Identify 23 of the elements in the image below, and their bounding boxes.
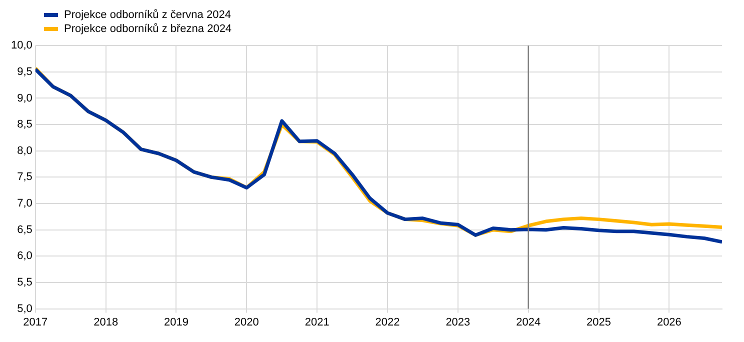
x-tick-label: 2024 (516, 316, 541, 328)
x-tick-label: 2020 (234, 316, 259, 328)
x-tick-label: 2023 (446, 316, 470, 328)
y-tick-label: 7,0 (17, 198, 32, 210)
y-tick-label: 8,0 (17, 144, 32, 157)
y-tick-label: 10,0 (10, 40, 32, 52)
y-tick-label: 5,0 (17, 302, 32, 315)
x-tick-label: 2017 (23, 316, 48, 328)
y-tick-label: 8,5 (17, 118, 32, 131)
x-tick-label: 2025 (586, 316, 612, 328)
legend-label: Projekce odborníků z června 2024 (64, 8, 231, 22)
x-tick-label: 2022 (375, 316, 400, 328)
x-tick-label: 2021 (304, 316, 330, 328)
y-tick-label: 7,5 (17, 171, 32, 184)
x-tick-label: 2018 (94, 316, 118, 328)
y-tick-label: 5,5 (17, 276, 32, 289)
x-tick-label: 2019 (164, 316, 188, 328)
y-tick-label: 6,5 (17, 224, 32, 236)
legend-label: Projekce odborníků z března 2024 (64, 22, 232, 36)
x-tick-label: 2026 (656, 316, 682, 328)
y-tick-label: 6,0 (17, 250, 32, 262)
y-tick-label: 9,0 (17, 92, 32, 104)
y-tick-label: 9,5 (17, 66, 32, 78)
